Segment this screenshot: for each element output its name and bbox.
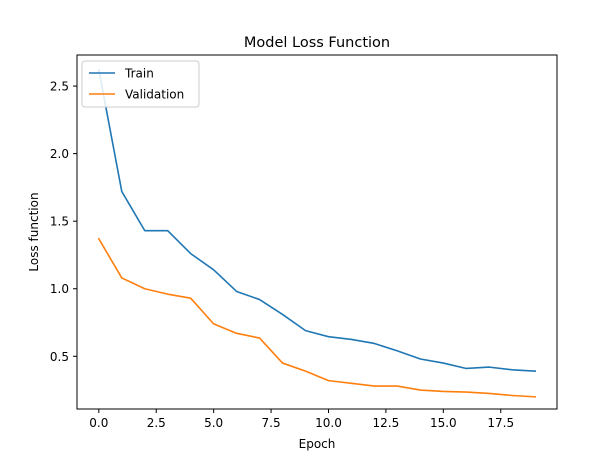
- x-tick-label: 15.0: [430, 416, 457, 430]
- legend-label-validation: Validation: [125, 88, 184, 102]
- x-tick-label: 0.0: [89, 416, 108, 430]
- series-line-validation: [97, 237, 537, 398]
- x-tick-label: 17.5: [487, 416, 514, 430]
- x-tick-label: 7.5: [262, 416, 281, 430]
- series-line-train: [97, 68, 537, 373]
- y-tick-label: 1.0: [50, 282, 69, 296]
- legend-label-train: Train: [124, 67, 154, 81]
- y-axis-label: Loss function: [27, 192, 41, 271]
- y-tick-label: 2.0: [50, 147, 69, 161]
- x-axis-label: Epoch: [299, 437, 336, 451]
- y-tick-label: 0.5: [50, 350, 69, 364]
- axes-frame: [76, 54, 558, 410]
- legend: Train Validation: [81, 60, 200, 108]
- y-tick-label: 1.5: [50, 215, 69, 229]
- y-tick-label: 2.5: [50, 80, 69, 94]
- x-tick-label: 10.0: [315, 416, 342, 430]
- plot-area: [97, 68, 537, 398]
- x-tick-label: 5.0: [204, 416, 223, 430]
- chart-title: Model Loss Function: [244, 35, 390, 51]
- x-axis-ticks: 0.0 2.5 5.0 7.5 10.0 12.5 15.0 17.5: [89, 409, 514, 430]
- x-tick-label: 2.5: [147, 416, 166, 430]
- x-tick-label: 12.5: [373, 416, 400, 430]
- y-axis-ticks: 0.5 1.0 1.5 2.0 2.5: [50, 80, 77, 364]
